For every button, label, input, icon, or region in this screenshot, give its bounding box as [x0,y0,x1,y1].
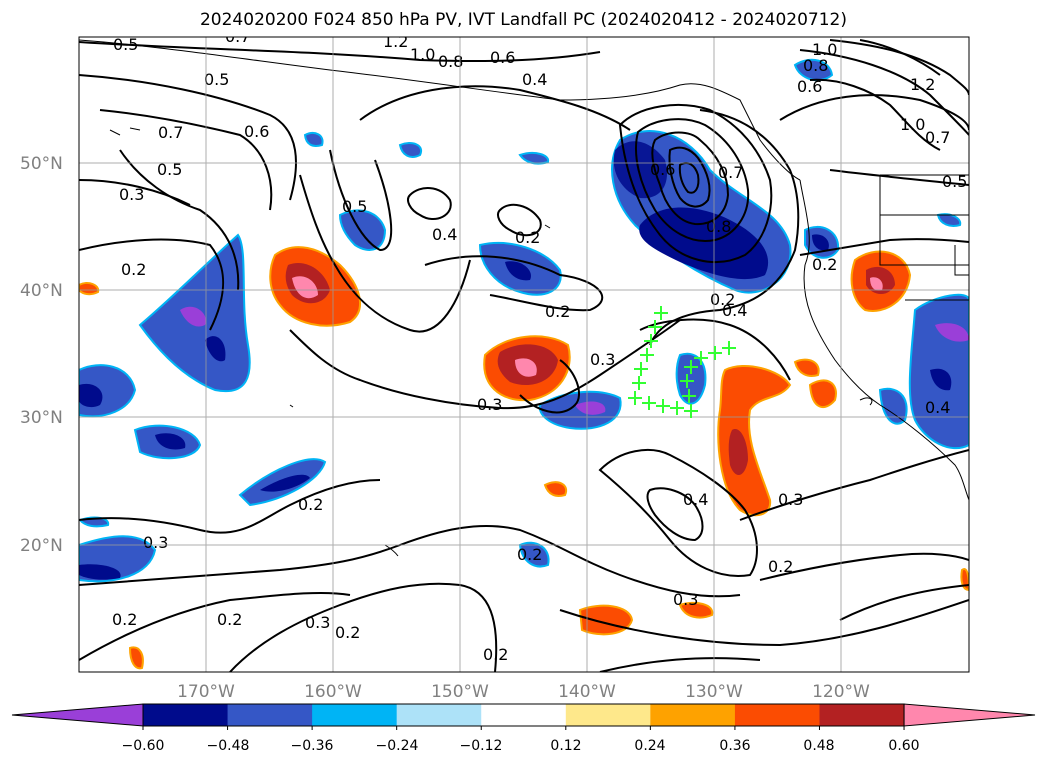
contour-label: 0.5 [342,197,367,216]
contour-label: 0.2 [545,302,570,321]
contour-label: 0.4 [722,301,747,320]
contour-label: 0.2 [515,228,540,247]
longitude-labels: 170°W 160°W 150°W 140°W 130°W 120°W [177,682,870,702]
colorbar-tick-label: −0.48 [207,738,250,754]
contour-label: 0.4 [683,490,708,509]
contour-label: 0.4 [522,70,547,89]
contour-label: 0.2 [298,495,323,514]
lon-label: 160°W [304,682,362,702]
colorbar-tick-label: 0.36 [719,738,750,754]
contour-label: 0.6 [490,48,515,67]
colorbar-tick-label: 0.60 [888,738,919,754]
contour-label: 0.5 [942,172,967,191]
contour-label: 0.7 [158,123,183,142]
map-title: 2024020200 F024 850 hPa PV, IVT Landfall… [199,10,847,30]
colorbar-tick-label: 0.24 [634,738,665,754]
contour-label: 0.2 [710,290,735,309]
colorbar-segment [143,704,229,726]
lat-label: 40°N [20,281,63,301]
contour-label: 0.2 [121,260,146,279]
colorbar [11,703,1036,730]
landfall-markers [628,306,736,418]
contour-label: 0.2 [112,610,137,629]
contour-label: 0.8 [803,56,828,75]
latitude-labels: 50°N 40°N 30°N 20°N [20,154,63,556]
contour-label: 0.2 [217,610,242,629]
graticule [79,37,969,672]
colorbar-frame [142,703,905,727]
contour-label: 0.2 [768,557,793,576]
colorbar-labels: −0.60 −0.48 −0.36 −0.24 −0.12 0.12 0.24 … [122,738,920,754]
contour-label: 0.4 [925,398,950,417]
contour-label: 0.3 [143,533,168,552]
contour-label: 0.7 [718,163,743,182]
lon-label: 130°W [685,682,743,702]
contour-label: 1.0 [410,45,435,64]
contour-label: 1.0 [900,115,925,134]
contour-label: 0.6 [650,160,675,179]
colorbar-segment [819,704,905,726]
contour-label: 0.8 [706,217,731,236]
contour-label: 0.2 [812,255,837,274]
colorbar-segment [396,704,482,726]
lon-label: 140°W [558,682,616,702]
contour-label: 0.3 [778,490,803,509]
contour-label: 0.4 [432,225,457,244]
contour-label: 0.8 [438,52,463,71]
colorbar-tick-label: −0.12 [460,738,503,754]
colorbar-segment [650,704,736,726]
contour-label: 0.3 [119,185,144,204]
colorbar-tick-label: −0.24 [376,738,419,754]
contour-label: 0.3 [673,590,698,609]
colorbar-tick-label: −0.60 [122,738,165,754]
contour-label: 0.5 [157,160,182,179]
lon-label: 150°W [431,682,489,702]
colorbar-extend-min [11,703,144,727]
colorbar-extend-max [903,703,1036,727]
contour-label: 0.6 [244,122,269,141]
colorbar-segment [227,704,313,726]
contour-label: 0.3 [477,395,502,414]
contour-label: 0.7 [925,128,950,147]
pv-positive-anomalies [79,246,969,670]
lat-label: 20°N [20,536,63,556]
colorbar-segment [734,704,820,726]
contour-label: 0.6 [797,77,822,96]
colorbar-segment [312,704,398,726]
contour-label: 0.3 [305,613,330,632]
colorbar-tick-label: −0.36 [291,738,334,754]
contour-label: 1.2 [910,75,935,94]
lon-label: 120°W [812,682,870,702]
contour-label: 1.2 [383,32,408,51]
contour-label: 0.2 [483,645,508,664]
lon-label: 170°W [177,682,235,702]
lat-label: 30°N [20,408,63,428]
colorbar-tick-label: 0.12 [550,738,581,754]
contour-labels: 0.5 0.7 1.2 1.0 0.8 0.6 0.4 1.0 0.8 0.6 … [112,27,967,664]
colorbar-segment [565,704,651,726]
lat-label: 50°N [20,154,63,174]
colorbar-segment [481,704,567,726]
map-frame [78,36,970,673]
contour-label: 0.2 [517,545,542,564]
contour-label: 0.5 [204,70,229,89]
contour-label: 0.2 [335,623,360,642]
contour-label: 0.7 [225,27,250,46]
contour-label: 0.3 [590,350,615,369]
contour-label: 0.5 [113,35,138,54]
colorbar-tick-label: 0.48 [803,738,834,754]
contour-label: 1.0 [812,40,837,59]
